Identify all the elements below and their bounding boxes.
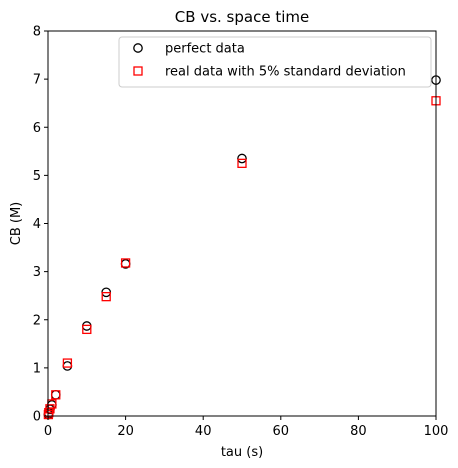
x-tick-label: 60 bbox=[273, 424, 290, 439]
chart-title: CB vs. space time bbox=[175, 8, 309, 26]
data-point-series-1 bbox=[237, 158, 247, 168]
y-tick-label: 5 bbox=[33, 169, 41, 184]
legend-marker-perfect-data bbox=[133, 43, 143, 53]
y-tick-label: 0 bbox=[33, 410, 41, 425]
data-point-series-1 bbox=[120, 258, 131, 268]
y-tick-label: 4 bbox=[33, 217, 41, 232]
data-point-series-0 bbox=[237, 153, 247, 164]
y-tick-label: 7 bbox=[33, 73, 41, 88]
data-point-series-1 bbox=[62, 358, 73, 368]
y-tick-label: 1 bbox=[33, 361, 41, 376]
x-tick-label: 80 bbox=[350, 424, 367, 439]
data-point-series-1 bbox=[45, 404, 55, 414]
legend-marker-real-data bbox=[133, 66, 143, 76]
legend-label-perfect-data: perfect data bbox=[165, 42, 245, 57]
x-axis-title: tau (s) bbox=[221, 445, 263, 460]
x-axis: 0 20 40 60 80 100 bbox=[44, 416, 449, 439]
plot-area bbox=[48, 31, 436, 416]
y-tick-label: 2 bbox=[33, 313, 41, 328]
x-tick-label: 40 bbox=[195, 424, 212, 439]
y-axis: 0 1 2 3 4 5 6 7 8 bbox=[33, 25, 48, 425]
x-tick-label: 20 bbox=[117, 424, 134, 439]
y-tick-label: 8 bbox=[33, 25, 41, 40]
legend-box bbox=[118, 36, 432, 88]
data-point-series-1 bbox=[101, 291, 111, 302]
legend-label-real-data: real data with 5% standard deviation bbox=[165, 65, 406, 80]
data-point-series-1 bbox=[51, 390, 61, 400]
y-tick-label: 6 bbox=[33, 121, 41, 136]
data-point-series-1 bbox=[82, 324, 92, 335]
y-tick-label: 3 bbox=[33, 265, 41, 280]
x-tick-label: 100 bbox=[424, 424, 449, 439]
legend: perfect data real data with 5% standard … bbox=[118, 36, 432, 88]
y-axis-title: CB (M) bbox=[9, 202, 24, 246]
x-tick-label: 0 bbox=[44, 424, 52, 439]
